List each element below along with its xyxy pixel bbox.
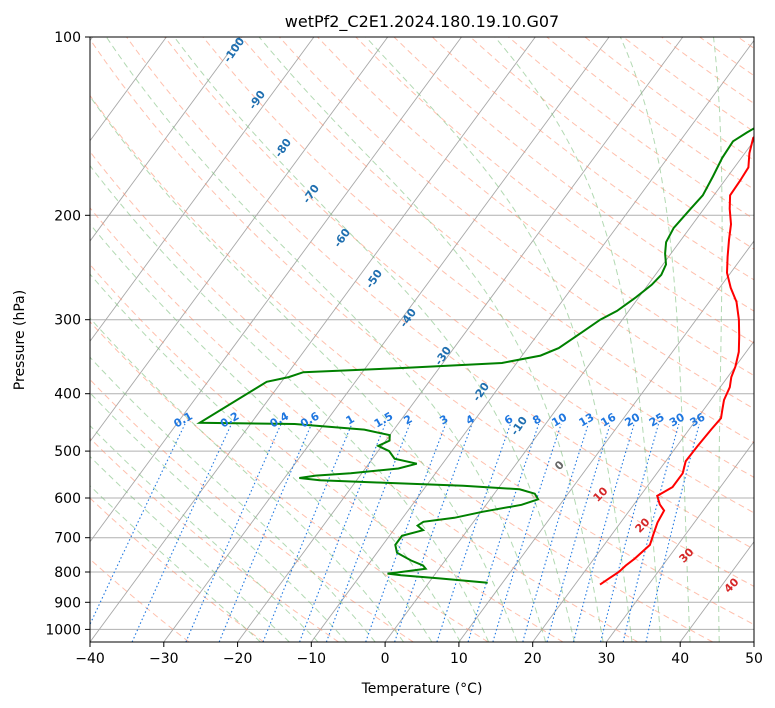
y-tick-label: 600 (54, 491, 81, 507)
x-tick-label: 40 (671, 651, 689, 667)
y-tick-label: 100 (54, 30, 81, 46)
moist-adiabat-line (90, 273, 433, 642)
moist-adiabat-line (619, 37, 691, 642)
y-axis: 100 200 300 400 500 600 700 800 900 1000 (45, 30, 90, 638)
mixing-ratio-line (90, 423, 186, 626)
moist-adiabat-line (90, 392, 348, 642)
x-tick-label: 10 (450, 651, 468, 667)
isotherm-line (90, 37, 536, 642)
x-tick-label: −40 (75, 651, 105, 667)
dry-adiabat-line (317, 37, 754, 377)
mixing-ratio-line (546, 423, 611, 642)
dry-adiabat-line (90, 150, 713, 642)
isotherm-line (90, 37, 315, 343)
mixing-ratio-line (131, 423, 232, 642)
y-tick-label: 700 (54, 531, 81, 547)
moist-adiabat-line (90, 317, 405, 642)
temperature-line (599, 135, 754, 586)
background-lines (90, 37, 754, 642)
isotherm-line (90, 37, 241, 242)
x-tick-label: 0 (381, 651, 390, 667)
y-tick-label: 200 (54, 208, 81, 224)
x-tick-label: −30 (149, 651, 179, 667)
x-tick-label: 20 (524, 651, 542, 667)
mixing-ratio-line (299, 423, 386, 642)
mixing-ratio-line (325, 423, 411, 642)
moist-adiabat-line (258, 37, 604, 642)
dry-adiabat-line (240, 37, 754, 444)
mixing-ratio-line (365, 423, 447, 642)
y-tick-label: 500 (54, 444, 81, 460)
moist-adiabat-line (90, 223, 461, 642)
isotherm-line (237, 37, 684, 642)
isotherm-line (384, 140, 754, 642)
mixing-ratio-line (600, 423, 660, 642)
plot-frame (89, 36, 755, 643)
mixing-ratio-line (572, 423, 635, 642)
y-tick-label: 900 (54, 595, 81, 611)
dry-adiabat-line (90, 94, 754, 626)
y-tick-label: 400 (54, 387, 81, 403)
x-tick-label: −20 (223, 651, 253, 667)
dry-adiabat-line (90, 263, 564, 642)
moist-adiabat-line (90, 95, 518, 642)
moist-adiabat-line (90, 485, 261, 642)
chart-title: wetPf2_C2E1.2024.180.19.10.G07 (285, 12, 559, 32)
x-tick-label: −10 (297, 651, 327, 667)
x-tick-label: 30 (597, 651, 615, 667)
moist-adiabat-line (105, 37, 547, 642)
moist-adiabat-line (90, 356, 376, 642)
isotherm-line (606, 440, 754, 642)
isotherm-line (90, 37, 389, 443)
x-axis: −40 −30 −20 −10 0 10 20 30 40 50 (75, 642, 763, 667)
plot-background (90, 37, 754, 642)
isotherm-line (458, 240, 754, 642)
dry-adiabat-line (90, 38, 754, 587)
mixing-ratio-line (394, 423, 473, 642)
dry-adiabat-line (90, 378, 414, 642)
isotherm-line (163, 37, 610, 642)
y-axis-title: Pressure (hPa) (12, 290, 28, 390)
dewpoint-line (196, 127, 754, 584)
moist-adiabat-line (173, 37, 575, 642)
mixing-ratio-line (262, 423, 353, 642)
moist-adiabat-line (494, 37, 662, 642)
mixing-ratio-line (218, 423, 313, 642)
dry-adiabat-line (126, 37, 754, 550)
mixing-ratio-line (185, 423, 282, 642)
dry-adiabat-line (90, 207, 639, 642)
y-tick-label: 800 (54, 565, 81, 581)
mixing-ratio-line (622, 423, 680, 642)
moist-adiabat-line (90, 164, 490, 642)
y-tick-label: 300 (54, 313, 81, 329)
x-tick-label: 50 (745, 651, 763, 667)
moist-adiabat-line (713, 37, 723, 642)
mixing-ratio-line (645, 423, 700, 642)
moist-adiabat-line (365, 37, 633, 642)
sounding-lines (196, 127, 754, 586)
isotherm-line (532, 340, 754, 642)
dry-adiabat-line (164, 37, 754, 514)
isotherm-line (90, 37, 167, 142)
x-axis-title: Temperature (°C) (361, 681, 483, 697)
y-tick-label: 1000 (45, 622, 81, 638)
dry-adiabat-line (278, 37, 754, 410)
moist-adiabat-line (90, 455, 290, 642)
